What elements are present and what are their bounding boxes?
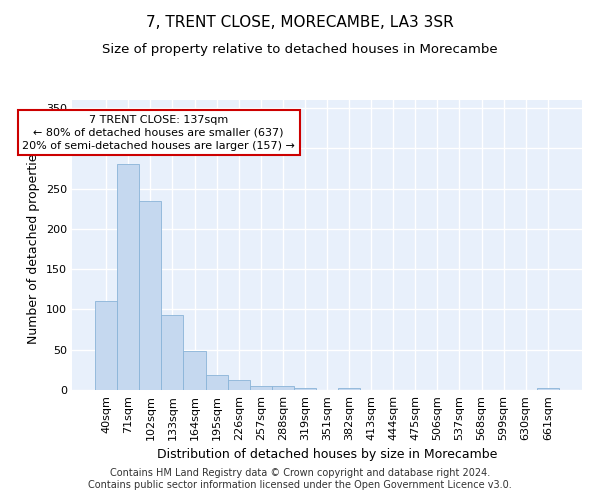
Bar: [95, 302, 117, 390]
Bar: [338, 388, 360, 390]
Bar: [250, 386, 272, 390]
Bar: [294, 388, 316, 390]
Y-axis label: Number of detached properties: Number of detached properties: [28, 146, 40, 344]
Bar: [227, 380, 250, 390]
Bar: [139, 200, 161, 390]
X-axis label: Distribution of detached houses by size in Morecambe: Distribution of detached houses by size …: [157, 448, 497, 462]
Text: 7 TRENT CLOSE: 137sqm
← 80% of detached houses are smaller (637)
20% of semi-det: 7 TRENT CLOSE: 137sqm ← 80% of detached …: [22, 114, 295, 151]
Bar: [161, 315, 184, 390]
Bar: [537, 388, 559, 390]
Bar: [184, 352, 206, 390]
Text: Size of property relative to detached houses in Morecambe: Size of property relative to detached ho…: [102, 42, 498, 56]
Bar: [117, 164, 139, 390]
Text: 7, TRENT CLOSE, MORECAMBE, LA3 3SR: 7, TRENT CLOSE, MORECAMBE, LA3 3SR: [146, 15, 454, 30]
Text: Contains HM Land Registry data © Crown copyright and database right 2024.
Contai: Contains HM Land Registry data © Crown c…: [88, 468, 512, 490]
Bar: [272, 386, 294, 390]
Bar: [206, 374, 227, 390]
